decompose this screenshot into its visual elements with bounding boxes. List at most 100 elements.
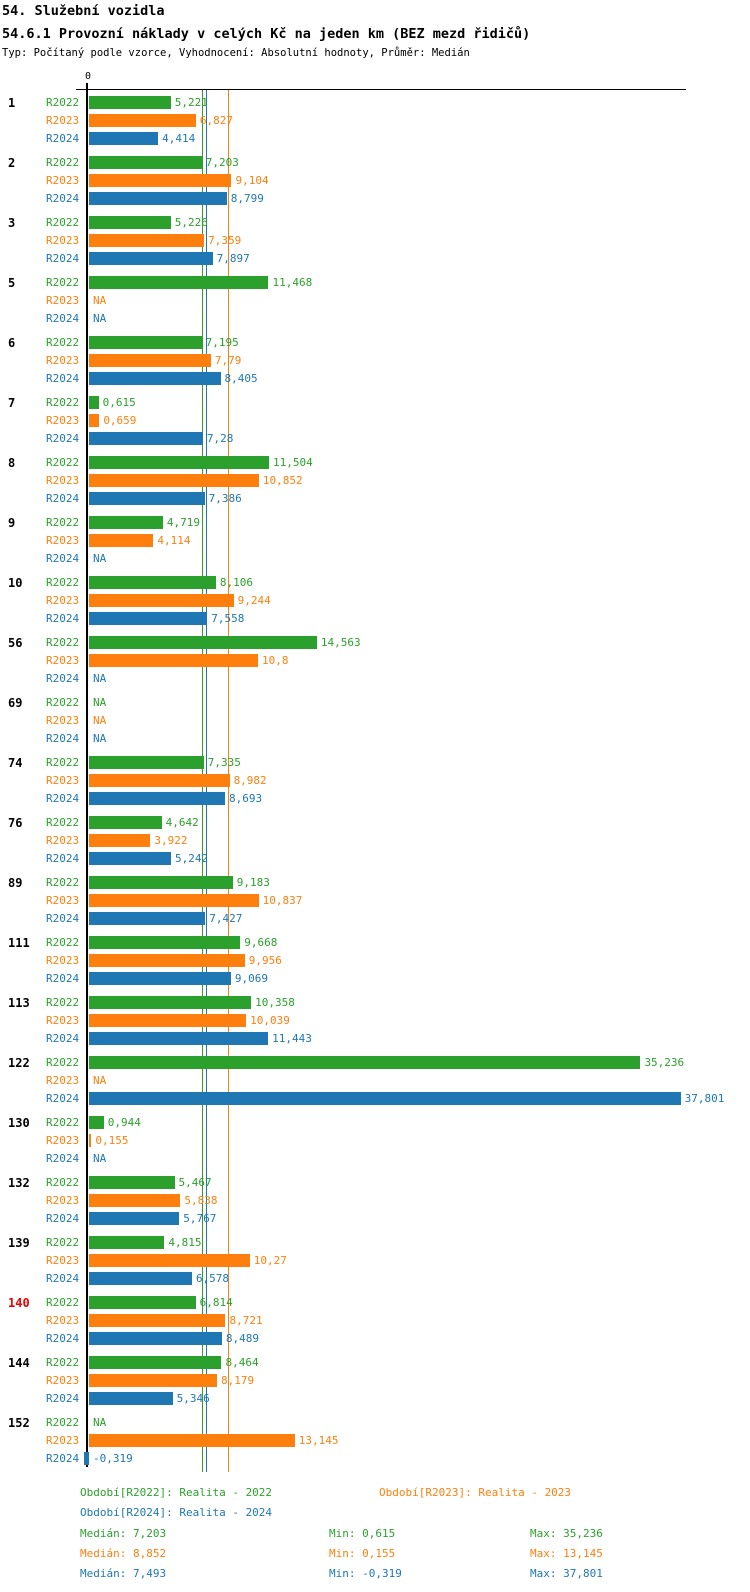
stat-max-r2023: Max: 13,145 — [530, 1547, 603, 1560]
bar-row: R2023 13,145 — [0, 1432, 750, 1450]
bar-row: R2022 10,358 — [0, 994, 750, 1012]
bar-row: R2022 9,183 — [0, 874, 750, 892]
bar-row: R2023 10,852 — [0, 472, 750, 490]
series-label: R2024 — [46, 1392, 80, 1405]
stat-min-r2024: Min: -0,319 — [329, 1567, 402, 1580]
value-label: 7,427 — [209, 912, 243, 925]
series-label: R2023 — [46, 1434, 80, 1447]
group-label: 89 — [8, 876, 23, 890]
value-bar — [89, 1116, 104, 1129]
value-label: 5,242 — [175, 852, 209, 865]
chart-title: 54.6.1 Provozní náklady v celých Kč na j… — [2, 26, 531, 42]
bar-row: R2022 6,814 — [0, 1294, 750, 1312]
value-label: 0,659 — [103, 414, 137, 427]
bar-row: R2023 8,721 — [0, 1312, 750, 1330]
value-label: 8,693 — [229, 792, 263, 805]
series-label: R2024 — [46, 312, 80, 325]
group-label: 69 — [8, 696, 23, 710]
stat-median-r2022: Medián: 7,203 — [80, 1527, 167, 1540]
value-bar — [89, 492, 205, 505]
value-bar — [89, 576, 216, 589]
bar-row: R2023 10,8 — [0, 652, 750, 670]
series-label: R2023 — [46, 1134, 80, 1147]
value-label: 10,039 — [250, 1014, 290, 1027]
bar-row: R2023 10,039 — [0, 1012, 750, 1030]
value-bar — [89, 1254, 250, 1267]
y-axis-zero-line — [86, 83, 88, 1467]
bar-row: R2022 NA — [0, 1414, 750, 1432]
value-label: 11,468 — [272, 276, 313, 289]
value-bar — [89, 1392, 173, 1405]
bar-group-10: 10 R2022 8,106 R2023 9,244 R2024 7,558 — [0, 574, 750, 628]
value-label: 14,563 — [320, 636, 361, 649]
bar-row: R2023 8,179 — [0, 1372, 750, 1390]
value-bar — [89, 936, 241, 949]
bar-group-140: 140 R2022 6,814 R2023 8,721 R2024 8,489 — [0, 1294, 750, 1348]
value-label: 5,226 — [174, 216, 208, 229]
group-label: 74 — [8, 756, 23, 770]
series-label: R2022 — [46, 816, 80, 829]
series-label: R2023 — [46, 534, 80, 547]
value-bar — [89, 792, 226, 805]
value-bar — [89, 1212, 180, 1225]
value-bar — [89, 156, 202, 169]
value-bar — [89, 1356, 222, 1369]
value-label: 10,8 — [262, 654, 289, 667]
value-label: 10,358 — [255, 996, 295, 1009]
bar-group-5: 5 R2022 11,468 R2023 NA R2024 NA — [0, 274, 750, 328]
group-label: 10 — [8, 576, 23, 590]
bar-row: R2024 9,069 — [0, 970, 750, 988]
series-label: R2024 — [46, 432, 80, 445]
value-label: 11,443 — [272, 1032, 312, 1045]
value-label: 8,179 — [221, 1374, 255, 1387]
series-label: R2023 — [46, 954, 80, 967]
value-bar — [89, 372, 221, 385]
value-label: 37,801 — [684, 1092, 725, 1105]
value-bar — [89, 1236, 165, 1249]
value-bar — [89, 1374, 217, 1387]
series-label: R2024 — [46, 732, 80, 745]
group-label: 9 — [8, 516, 16, 530]
bar-row: R2023 7,79 — [0, 352, 750, 370]
value-label: 10,27 — [253, 1254, 287, 1267]
bar-row: R2022 9,668 — [0, 934, 750, 952]
series-label: R2024 — [46, 132, 80, 145]
series-label: R2024 — [46, 492, 80, 505]
value-label: 0,944 — [107, 1116, 141, 1129]
series-label: R2024 — [46, 612, 80, 625]
bar-row: R2023 9,244 — [0, 592, 750, 610]
value-label: 7,558 — [211, 612, 245, 625]
bar-row: R2023 NA — [0, 292, 750, 310]
bar-group-8: 8 R2022 11,504 R2023 10,852 R2024 7,386 — [0, 454, 750, 508]
stat-min-r2022: Min: 0,615 — [329, 1527, 396, 1540]
bar-row: R2024 4,414 — [0, 130, 750, 148]
bar-row: R2023 10,27 — [0, 1252, 750, 1270]
bar-row: R2023 9,104 — [0, 172, 750, 190]
value-label: 10,837 — [262, 894, 303, 907]
stat-min-r2023: Min: 0,155 — [329, 1547, 396, 1560]
bar-row: R2024 8,799 — [0, 190, 750, 208]
series-label: R2023 — [46, 354, 80, 367]
value-label: 9,244 — [237, 594, 271, 607]
series-label: R2024 — [46, 1452, 80, 1465]
group-label: 6 — [8, 336, 16, 350]
value-label: 9,069 — [234, 972, 269, 985]
bar-row: R2024 7,28 — [0, 430, 750, 448]
series-label: R2022 — [46, 696, 80, 709]
group-label: 8 — [8, 456, 16, 470]
bar-row: R2024 5,242 — [0, 850, 750, 868]
group-label: 76 — [8, 816, 23, 830]
series-label: R2023 — [46, 294, 80, 307]
value-label: 8,405 — [224, 372, 258, 385]
value-label: 4,719 — [166, 516, 200, 529]
bar-chart-area: 1 R2022 5,221 R2023 6,827 R2024 4,414 2 R2022 7,2… — [0, 94, 750, 1474]
bar-group-122: 122 R2022 35,236 R2023 NA R2024 37,801 — [0, 1054, 750, 1108]
value-label: NA — [93, 696, 107, 709]
value-bar — [89, 876, 233, 889]
series-label: R2022 — [46, 1356, 80, 1369]
value-label: NA — [93, 714, 107, 727]
value-label: 7,28 — [206, 432, 234, 445]
value-label: 35,236 — [644, 1056, 685, 1069]
bar-group-89: 89 R2022 9,183 R2023 10,837 R2024 7,427 — [0, 874, 750, 928]
stat-median-r2023: Medián: 8,852 — [80, 1547, 167, 1560]
